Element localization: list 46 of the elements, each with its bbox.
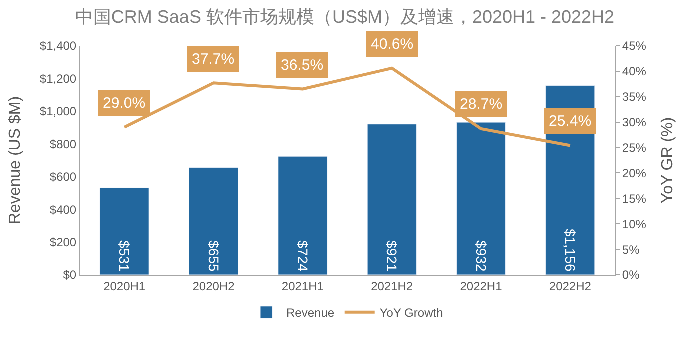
x-tick-label: 2022H1: [460, 279, 503, 294]
bar: [456, 122, 506, 275]
data-label: $1,156: [562, 228, 578, 272]
y2-tick-label: 5%: [622, 242, 640, 257]
y-tick-label: $1,400: [40, 39, 77, 54]
chart-title: 中国CRM SaaS 软件市场规模（US$M）及增速，2020H1 - 2022H2: [75, 6, 615, 27]
bar: [188, 168, 239, 275]
y2-tick-label: 15%: [622, 192, 647, 206]
data-label: 40.6%: [371, 36, 414, 53]
data-label: 37.7%: [192, 51, 235, 68]
data-label: $531: [116, 240, 133, 272]
y2-tick-label: 35%: [622, 90, 647, 104]
data-label: 36.5%: [281, 57, 324, 74]
y2-tick-label: 30%: [622, 116, 647, 130]
data-label: 25.4%: [549, 113, 592, 130]
legend-label: Revenue: [286, 306, 335, 320]
y2-tick-label: 0%: [622, 268, 640, 282]
x-tick-label: 2022H2: [549, 279, 592, 294]
y2-tick-label: 10%: [622, 217, 647, 232]
y2-tick-label: 25%: [622, 140, 647, 155]
y-tick-label: $1,200: [40, 72, 77, 86]
bar: [100, 188, 150, 275]
legend-label: YoY Growth: [380, 306, 444, 320]
y-tick-label: $200: [50, 235, 77, 250]
x-tick-label: 2020H1: [104, 279, 146, 294]
x-tick-label: 2021H1: [282, 279, 324, 294]
data-label: 29.0%: [103, 95, 146, 112]
y-tick-label: $400: [50, 202, 77, 217]
x-tick-label: 2020H2: [192, 279, 236, 294]
y2-tick-label: 45%: [622, 39, 647, 54]
bar: [367, 124, 417, 275]
y-tick-label: $600: [50, 170, 77, 184]
y-tick-label: $1,000: [40, 104, 77, 119]
y2-tick-label: 20%: [622, 166, 647, 180]
data-label: $921: [384, 240, 400, 272]
x-tick-label: 2021H2: [371, 279, 414, 294]
data-label: $655: [206, 240, 222, 272]
y-tick-label: $0: [63, 268, 77, 282]
data-label: 28.7%: [460, 96, 503, 113]
data-label: $724: [294, 240, 311, 272]
y2-axis-title: YoY GR (%): [659, 117, 676, 204]
y-tick-label: $800: [50, 137, 77, 152]
y-axis-title: Revenue (US $M): [6, 96, 24, 225]
bar: [278, 156, 328, 275]
y2-tick-label: 40%: [622, 64, 647, 79]
data-label: $932: [473, 240, 490, 272]
